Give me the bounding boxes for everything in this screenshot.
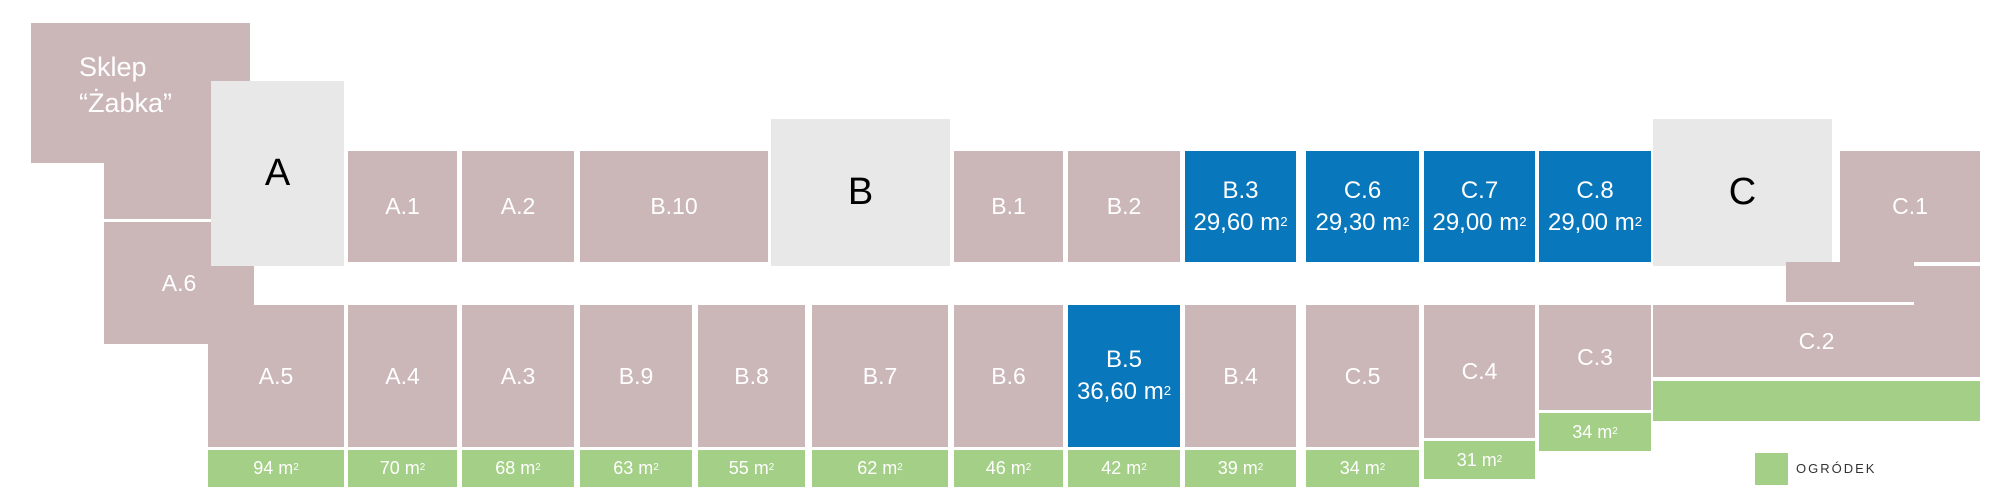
unit-a2-label: A.2	[500, 193, 536, 219]
unit-c3[interactable]: C.3	[1539, 305, 1651, 410]
unit-a5[interactable]: A.5	[208, 305, 344, 447]
unit-c2-extension	[1914, 266, 1980, 306]
shop-extension	[104, 160, 211, 219]
unit-c6-area: 29,30 m2	[1315, 208, 1410, 236]
unit-c8[interactable]: C.8 29,00 m2	[1539, 151, 1651, 262]
unit-c7[interactable]: C.7 29,00 m2	[1424, 151, 1535, 262]
unit-b9[interactable]: B.9	[580, 305, 692, 447]
garden-c2	[1653, 381, 1980, 421]
shop-label-line2: “Żabka”	[79, 88, 173, 118]
unit-c1-label: C.1	[1892, 193, 1928, 219]
unit-a3-label: A.3	[500, 362, 536, 389]
legend-garden-swatch	[1755, 453, 1788, 485]
unit-b5-area: 36,60 m2	[1076, 378, 1172, 405]
core-b: B	[771, 119, 950, 266]
unit-a3[interactable]: A.3	[462, 305, 574, 447]
unit-b1-label: B.1	[991, 193, 1026, 219]
core-a: A	[211, 81, 344, 266]
unit-c7-area: 29,00 m2	[1432, 208, 1527, 236]
unit-a2[interactable]: A.2	[462, 151, 574, 262]
unit-c2[interactable]: C.2	[1653, 305, 1980, 377]
unit-a1[interactable]: A.1	[348, 151, 457, 262]
unit-c4[interactable]: C.4	[1424, 305, 1535, 438]
unit-c6-name: C.6	[1343, 176, 1382, 204]
unit-b8-label: B.8	[734, 362, 769, 389]
unit-b2-label: B.2	[1106, 193, 1142, 219]
unit-a5-label: A.5	[258, 362, 294, 389]
core-c-label: C	[1728, 171, 1757, 213]
unit-b7[interactable]: B.7	[812, 305, 948, 447]
unit-a1-label: A.1	[385, 193, 420, 219]
unit-c8-name: C.8	[1576, 176, 1614, 204]
unit-c5[interactable]: C.5	[1306, 305, 1419, 447]
unit-c8-area: 29,00 m2	[1547, 208, 1643, 236]
shop-label-line1: Sklep	[79, 52, 147, 82]
unit-c5-label: C.5	[1344, 362, 1381, 389]
unit-b4[interactable]: B.4	[1185, 305, 1296, 447]
unit-b3-area: 29,60 m2	[1193, 208, 1288, 236]
unit-a4-label: A.4	[385, 362, 420, 389]
unit-c1[interactable]: C.1	[1840, 151, 1980, 262]
unit-a4[interactable]: A.4	[348, 305, 457, 447]
unit-b10-label: B.10	[650, 193, 698, 219]
unit-b6-label: B.6	[991, 362, 1026, 389]
unit-c4-label: C.4	[1461, 358, 1498, 384]
unit-b10[interactable]: B.10	[580, 151, 768, 262]
unit-b9-label: B.9	[618, 362, 654, 389]
unit-b5-name: B.5	[1105, 346, 1143, 373]
unit-b6[interactable]: B.6	[954, 305, 1063, 447]
core-b-label: B	[847, 171, 874, 213]
unit-b8[interactable]: B.8	[698, 305, 805, 447]
unit-c1-extension	[1786, 262, 1914, 302]
unit-c6[interactable]: C.6 29,30 m2	[1306, 151, 1419, 262]
unit-c2-label: C.2	[1798, 327, 1835, 354]
unit-b7-label: B.7	[862, 362, 898, 389]
core-a-label: A	[264, 152, 291, 194]
legend-garden-label: OGRÓDEK	[1796, 461, 1877, 476]
unit-c3-label: C.3	[1577, 344, 1613, 370]
unit-a6-label: A.6	[161, 269, 197, 296]
unit-b1[interactable]: B.1	[954, 151, 1063, 262]
unit-b2[interactable]: B.2	[1068, 151, 1180, 262]
unit-b3[interactable]: B.3 29,60 m2	[1185, 151, 1296, 262]
unit-b3-name: B.3	[1222, 176, 1259, 204]
unit-c7-name: C.7	[1460, 176, 1499, 204]
unit-b4-label: B.4	[1223, 362, 1258, 389]
unit-b5[interactable]: B.5 36,60 m2	[1068, 305, 1180, 447]
core-c: C	[1653, 119, 1832, 266]
